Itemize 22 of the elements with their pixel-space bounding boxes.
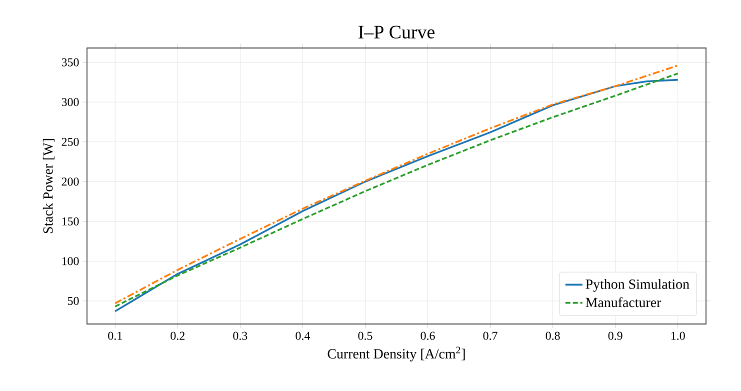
x-tick-label: 0.1 — [108, 332, 122, 340]
x-tick-label: 0.6 — [420, 332, 435, 340]
x-tick-label: 0.5 — [358, 332, 372, 340]
y-tick-label: 300 — [62, 98, 79, 106]
x-tick-label: 0.2 — [170, 332, 184, 340]
x-tick-label: 0.7 — [483, 332, 498, 340]
y-tick-label: 50 — [68, 296, 79, 305]
x-tick-label: 0.3 — [233, 332, 248, 340]
y-tick-label: 150 — [62, 217, 79, 226]
x-tick-label: 1.0 — [671, 332, 685, 340]
y-tick-label: 250 — [62, 138, 79, 146]
y-axis-title: Stack Power [W] — [42, 139, 54, 234]
y-tick-label: 200 — [62, 178, 79, 186]
x-tick-label: 0.9 — [608, 332, 622, 340]
x-tick-label: 0.4 — [296, 332, 310, 340]
y-tick-label: 350 — [62, 58, 79, 66]
y-tick-label: 100 — [62, 257, 79, 266]
x-axis-title: Current Density [A/cm$^{2}$] — [328, 346, 465, 362]
chart-title: I–P Curve — [358, 26, 434, 38]
legend-label: Manufacturer — [586, 297, 662, 308]
x-tick-label: 0.8 — [546, 332, 560, 340]
legend-label: Python Simulation — [586, 279, 690, 292]
